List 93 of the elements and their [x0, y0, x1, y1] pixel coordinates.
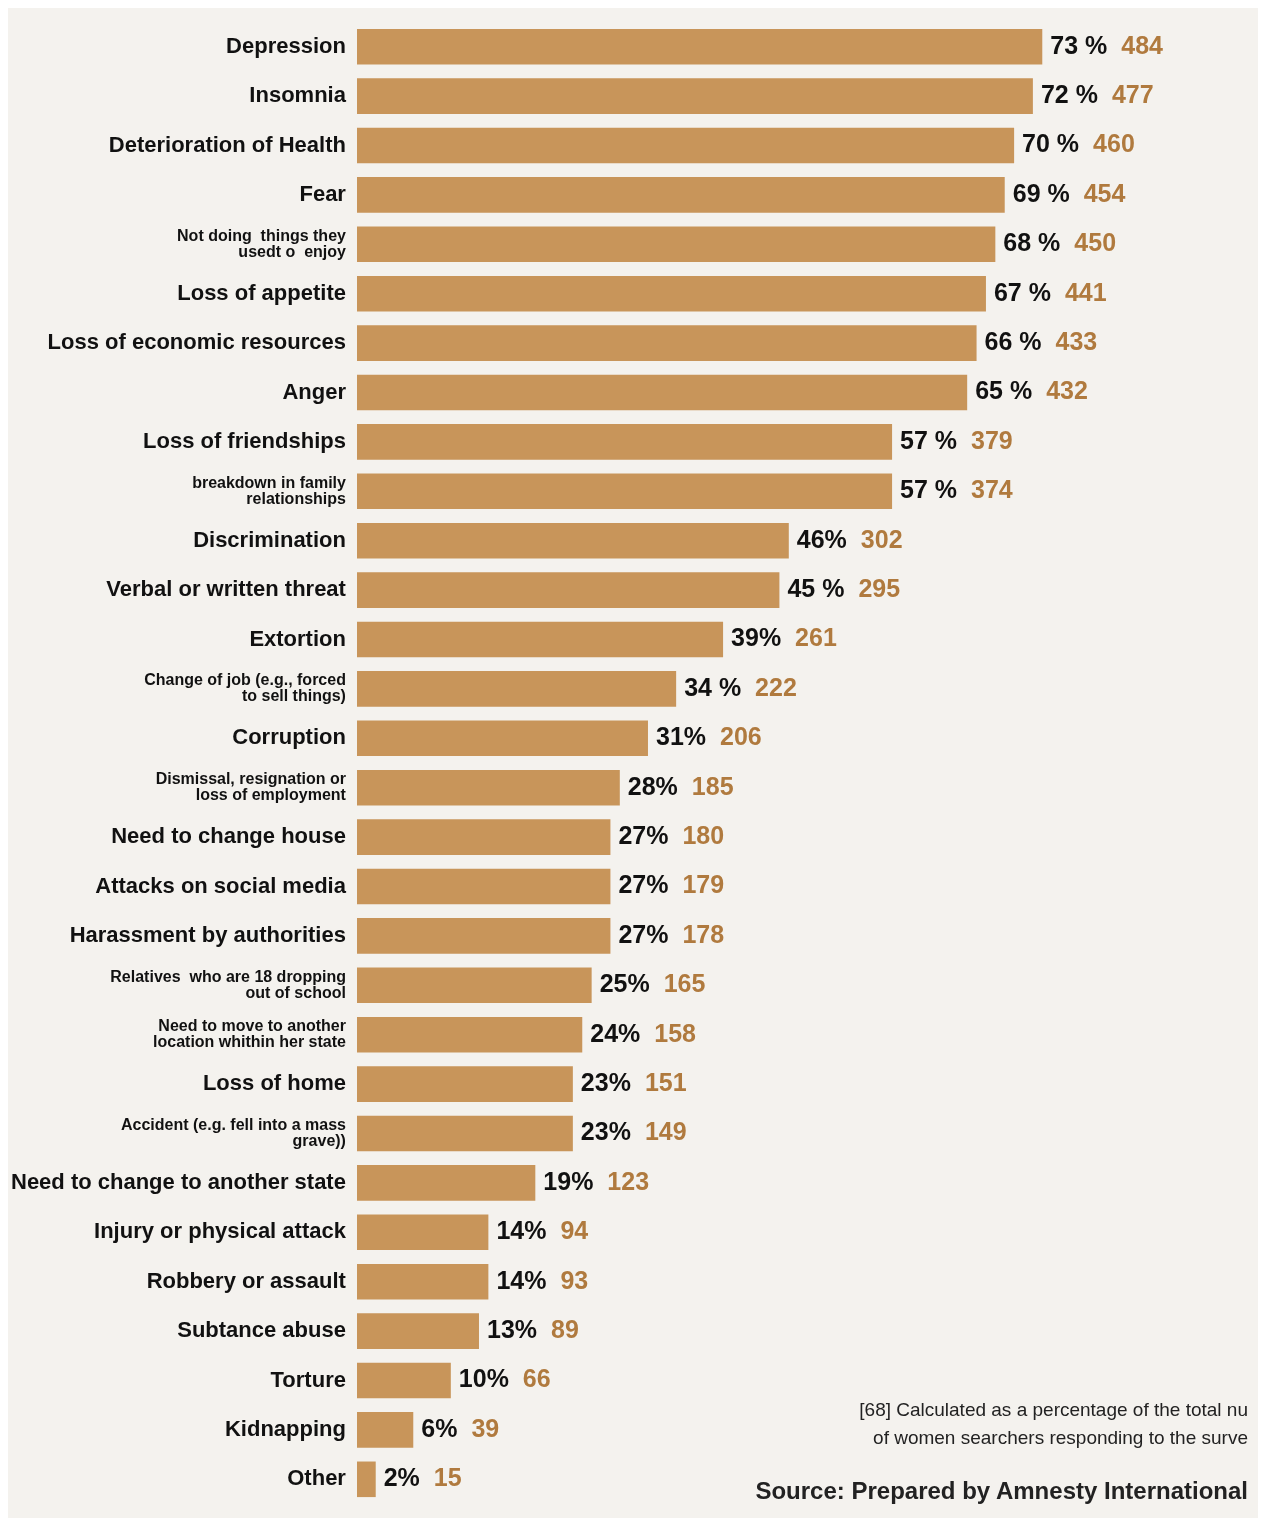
- bar: [356, 127, 1015, 164]
- y-tick-label: Depression: [226, 32, 346, 58]
- y-tick-label: Change of job (e.g., forced to sell things): [144, 671, 346, 705]
- bar: [356, 473, 893, 510]
- y-tick-label: Loss of friendships: [143, 427, 346, 453]
- y-tick-label: Loss of home: [202, 1070, 346, 1096]
- y-tick-label: Subtance abuse: [177, 1317, 346, 1343]
- bar: [356, 522, 789, 559]
- data-label: 6% 39: [421, 1413, 500, 1442]
- bar: [356, 769, 620, 806]
- data-label: 19% 123: [543, 1166, 650, 1195]
- data-label: 45 % 295: [787, 573, 901, 602]
- bar: [356, 275, 986, 312]
- data-label: 57 % 374: [900, 475, 1013, 504]
- data-label: 28% 185: [627, 771, 734, 800]
- y-tick-label: Extortion: [249, 625, 346, 651]
- y-tick-label: Loss of appetite: [177, 279, 346, 305]
- y-tick-label: Need to change to another state: [10, 1168, 346, 1194]
- y-tick-label: Deterioration of Health: [108, 131, 346, 157]
- data-label: 27% 178: [618, 919, 725, 948]
- data-label: 39% 261: [731, 623, 837, 652]
- data-label: 65 % 432: [975, 376, 1088, 405]
- data-label: 67 % 441: [993, 277, 1107, 306]
- data-label: 14% 93: [496, 1265, 589, 1294]
- annotation: [68] Calculated as a percentage of the total nu: [858, 1399, 1248, 1421]
- bar: [356, 424, 893, 460]
- bar: [356, 918, 611, 954]
- y-tick-label: Corruption: [232, 724, 346, 750]
- bar: [356, 967, 592, 1004]
- bar: [356, 1165, 536, 1201]
- data-label: 57 % 379: [900, 425, 1013, 454]
- data-label: 72 % 477: [1040, 79, 1154, 108]
- data-label: 23% 151: [580, 1067, 687, 1096]
- data-label: 34 % 222: [684, 672, 797, 701]
- bar: [356, 1263, 489, 1300]
- y-tick-label: Need to change house: [111, 823, 346, 849]
- bar: [356, 671, 677, 707]
- data-label: 46% 302: [796, 524, 903, 553]
- y-tick-label: Torture: [270, 1366, 346, 1392]
- data-label: 31% 206: [655, 722, 762, 751]
- bar: [356, 621, 724, 658]
- data-label: 69 % 454: [1012, 178, 1126, 207]
- y-tick-label: breakdown in family relationships: [192, 473, 347, 507]
- y-tick-label: Kidnapping: [224, 1415, 346, 1441]
- y-tick-label: Other: [287, 1465, 347, 1491]
- data-label: 10% 66: [458, 1364, 551, 1393]
- data-label: 13% 89: [486, 1314, 579, 1343]
- bar: [356, 720, 648, 757]
- bar: [356, 572, 780, 608]
- y-tick-label: Dismissal, resignation or loss of employment: [155, 770, 347, 804]
- y-tick-label: Fear: [299, 180, 347, 206]
- data-label: 23% 149: [580, 1117, 687, 1146]
- y-tick-label: Robbery or assault: [146, 1267, 347, 1293]
- data-label: 2% 15: [383, 1463, 462, 1492]
- bar: [356, 1066, 573, 1102]
- data-label: 70 % 460: [1022, 129, 1135, 158]
- y-tick-label: Discrimination: [193, 526, 346, 552]
- bar: [356, 868, 611, 905]
- bar: [356, 78, 1033, 114]
- annotation: of women searchers responding to the surve: [872, 1427, 1248, 1449]
- bar: [356, 1313, 479, 1349]
- y-tick-label: Need to move to another location whithin her state: [153, 1017, 347, 1051]
- data-label: 73 % 484: [1050, 30, 1164, 59]
- bar: [356, 1214, 489, 1251]
- bar: [356, 1461, 376, 1498]
- y-tick-label: Verbal or written threat: [106, 576, 347, 602]
- y-tick-label: Harassment by authorities: [69, 921, 346, 947]
- bar: [356, 325, 977, 361]
- data-label: 27% 179: [618, 870, 725, 899]
- y-tick-label: Anger: [282, 378, 347, 404]
- annotation: Source: Prepared by Amnesty International: [755, 1477, 1248, 1505]
- bar: [356, 1016, 583, 1053]
- y-tick-label: Relatives who are 18 dropping out of school: [110, 967, 346, 1001]
- y-tick-label: Not doing things they usedt o enjoy: [177, 226, 347, 260]
- data-label: 66 % 433: [984, 326, 1098, 355]
- bar: [356, 1412, 414, 1448]
- bar: [356, 1115, 573, 1152]
- data-label: 68 % 450: [1003, 228, 1117, 257]
- bar: [356, 177, 1005, 213]
- data-label: 27% 180: [618, 820, 725, 849]
- bar: [356, 819, 611, 855]
- data-label: 14% 94: [496, 1216, 589, 1245]
- y-tick-label: Injury or physical attack: [94, 1218, 347, 1244]
- y-tick-label: Attacks on social media: [95, 872, 347, 898]
- data-label: 25% 165: [599, 969, 706, 998]
- y-tick-label: Loss of economic resources: [47, 329, 346, 355]
- y-tick-label: Insomnia: [249, 82, 347, 108]
- bar: [356, 28, 1043, 65]
- y-tick-label: Accident (e.g. fell into a mass grave)): [120, 1115, 347, 1149]
- bar: [356, 1362, 451, 1399]
- data-label: 24% 158: [590, 1018, 697, 1047]
- bar: [356, 226, 996, 263]
- bar: [356, 374, 968, 411]
